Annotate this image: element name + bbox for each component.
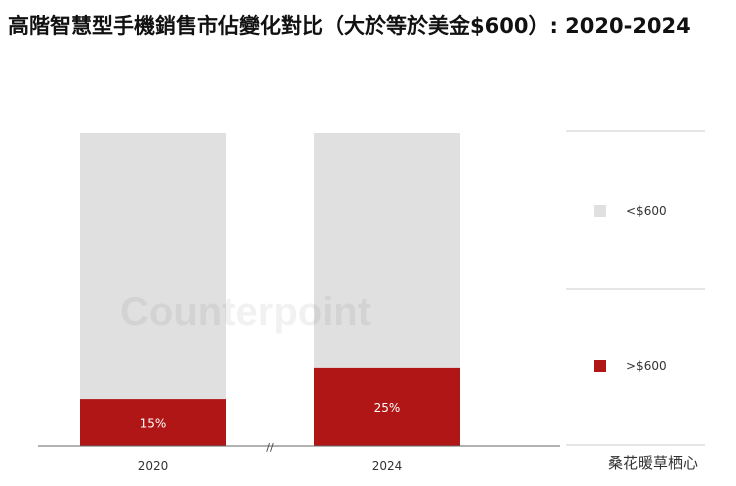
legend-swatch-over-600 <box>594 360 606 372</box>
data-label-2024: 25% <box>374 401 401 415</box>
legend-swatch-under-600 <box>594 205 606 217</box>
bar-segment-over-600-2020 <box>80 399 226 446</box>
bar-segment-under-600-2024 <box>314 133 460 368</box>
source-credit: 桑花暖草栖心 <box>608 454 699 472</box>
chart-title: 高階智慧型手機銷售市佔變化對比（大於等於美金$600）: 2020-2024 <box>8 14 691 38</box>
x-tick-label-2024: 2024 <box>372 459 403 473</box>
counterpoint-watermark: Counterpoint <box>120 290 372 334</box>
x-tick-label-2020: 2020 <box>138 459 169 473</box>
bar-segment-over-600-2024 <box>314 367 460 446</box>
legend-label-under-600: <$600 <box>626 204 667 218</box>
bar-segment-under-600-2020 <box>80 133 226 400</box>
data-label-2020: 15% <box>140 417 167 431</box>
axis-break-mark: // <box>266 441 274 454</box>
legend-label-over-600: >$600 <box>626 359 667 373</box>
